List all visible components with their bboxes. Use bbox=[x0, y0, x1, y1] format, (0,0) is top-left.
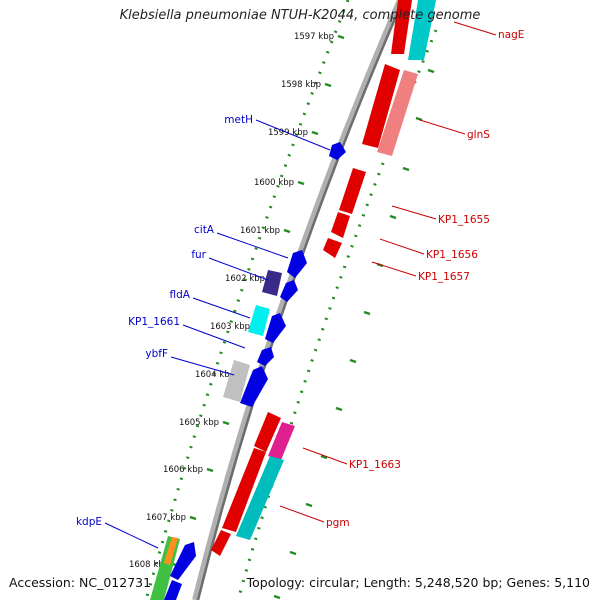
reverse-gene-label[interactable]: KP1_1657 bbox=[418, 271, 470, 283]
reverse-gene-labels: nagE glnS KP1_1655 KP1_1656 KP1_1657 KP1_1663… bbox=[279, 21, 524, 529]
gene-nagE-shape[interactable] bbox=[391, 0, 412, 54]
gene-KP1_1663-cds[interactable] bbox=[268, 422, 295, 460]
gene-ybfF-shape[interactable] bbox=[223, 360, 250, 402]
gene-KP1_1655-shape[interactable] bbox=[339, 168, 366, 214]
kbp-tick-label: 1605 kbp bbox=[179, 418, 219, 428]
genome-backbone bbox=[192, 0, 403, 601]
kbp-tick-label: 1597 kbp bbox=[294, 32, 334, 42]
gene-label-leader bbox=[182, 324, 246, 349]
gene-label-leader bbox=[104, 522, 159, 549]
kbp-tick-label: 1607 kbp bbox=[146, 513, 186, 523]
gene-cds-cyan-top[interactable] bbox=[408, 0, 436, 60]
gene-metH-shape[interactable] bbox=[329, 142, 346, 160]
kbp-tick-mark bbox=[222, 420, 230, 426]
gene-label-leader bbox=[216, 232, 289, 259]
kbp-tick-label: 1598 kbp bbox=[281, 80, 321, 90]
kbp-tick-mark bbox=[297, 180, 305, 186]
kbp-tick-mark bbox=[206, 467, 214, 473]
gene-label-leader bbox=[208, 257, 269, 281]
outer-tick-mark bbox=[427, 68, 435, 74]
outer-tick-mark bbox=[273, 594, 281, 600]
forward-gene-label[interactable]: kdpE bbox=[76, 516, 102, 528]
gene-kdpE-orange[interactable] bbox=[164, 537, 178, 565]
gene-label-leader bbox=[371, 261, 417, 277]
forward-gene-labels: metH citA fur fldA KP1_1661 ybfF kdpE bbox=[76, 114, 331, 549]
kbp-tick-label: 1603 kbp bbox=[210, 322, 250, 332]
kbp-tick-label: 1608 kbp bbox=[129, 560, 169, 570]
gene-pgm-cds[interactable] bbox=[236, 456, 284, 540]
kbp-tick-mark bbox=[337, 34, 345, 40]
outer-tick-mark bbox=[305, 502, 313, 508]
reverse-gene-label[interactable]: KP1_1663 bbox=[349, 459, 401, 471]
reverse-strand-features bbox=[211, 0, 436, 556]
kbp-tick-mark bbox=[324, 82, 332, 88]
kbp-tick-label: 1601 kbp bbox=[240, 226, 280, 236]
gene-red-bottom[interactable] bbox=[211, 530, 231, 556]
kbp-tick-label: 1604 kbp bbox=[195, 370, 235, 380]
gene-forward-bottom[interactable] bbox=[164, 580, 182, 600]
outer-tick-mark bbox=[389, 214, 397, 220]
reverse-gene-label[interactable]: nagE bbox=[498, 29, 524, 41]
gene-citA-shape[interactable] bbox=[287, 250, 307, 278]
gene-label-leader bbox=[391, 205, 437, 220]
map-title: Klebsiella pneumoniae NTUH-K2044, comple… bbox=[119, 8, 481, 23]
outer-tick-mark bbox=[415, 116, 423, 122]
gene-fur-arrow[interactable] bbox=[280, 280, 298, 302]
gene-fur-shape[interactable] bbox=[262, 270, 282, 296]
forward-gene-label[interactable]: fldA bbox=[170, 289, 191, 301]
gene-label-leader bbox=[453, 21, 497, 36]
outer-tick-mark bbox=[335, 406, 343, 412]
outer-tick-mark bbox=[363, 310, 371, 316]
outer-tick-mark bbox=[320, 454, 328, 460]
kbp-tick-label: 1606 kbp bbox=[163, 465, 203, 475]
kbp-tick-mark bbox=[283, 228, 291, 234]
kbp-tick-mark bbox=[189, 515, 197, 521]
forward-gene-label[interactable]: fur bbox=[191, 249, 206, 261]
forward-gene-label[interactable]: ybfF bbox=[145, 348, 168, 360]
reverse-gene-label[interactable]: KP1_1656 bbox=[426, 249, 478, 261]
reverse-gene-label[interactable]: KP1_1655 bbox=[438, 214, 490, 226]
forward-gene-label[interactable]: metH bbox=[224, 114, 253, 126]
gene-KP1_1657-shape[interactable] bbox=[323, 238, 342, 258]
outer-tick-mark bbox=[349, 358, 357, 364]
gene-pgm-shape[interactable] bbox=[222, 448, 266, 532]
gene-label-leader bbox=[170, 356, 235, 376]
kbp-tick-label: 1600 kbp bbox=[254, 178, 294, 188]
reverse-gene-label[interactable]: glnS bbox=[467, 129, 490, 141]
kbp-tick-label: 1602 kbp bbox=[225, 274, 265, 284]
gene-fldA-shape[interactable] bbox=[248, 305, 270, 336]
accession-text: Accession: NC_012731 bbox=[9, 575, 152, 590]
gene-KP1_1661-shape[interactable] bbox=[257, 347, 274, 366]
gene-label-leader bbox=[192, 297, 251, 319]
kbp-ticks bbox=[172, 34, 435, 600]
gene-kdpE-arrow[interactable] bbox=[170, 542, 196, 580]
forward-gene-label[interactable]: citA bbox=[194, 224, 215, 236]
reverse-gene-label[interactable]: pgm bbox=[326, 517, 350, 529]
gene-label-leader bbox=[279, 505, 325, 523]
gene-fldA-arrow[interactable] bbox=[265, 313, 286, 343]
outer-tick-mark bbox=[402, 166, 410, 172]
gene-KP1_1656-shape[interactable] bbox=[331, 212, 350, 238]
genome-backbone-inner bbox=[196, 0, 405, 601]
gene-glnS-cds[interactable] bbox=[377, 70, 418, 156]
gene-glnS-shape[interactable] bbox=[362, 64, 400, 148]
genome-summary-text: Topology: circular; Length: 5,248,520 bp… bbox=[246, 575, 590, 590]
outer-guide-arc-left bbox=[144, 0, 350, 601]
gene-label-leader bbox=[255, 119, 331, 151]
forward-gene-label[interactable]: KP1_1661 bbox=[128, 316, 180, 328]
gene-label-leader bbox=[379, 238, 425, 255]
gene-KP1_1663-shape[interactable] bbox=[254, 412, 281, 452]
gene-label-leader bbox=[419, 119, 466, 135]
outer-tick-mark bbox=[289, 550, 297, 556]
kbp-tick-mark bbox=[311, 130, 319, 136]
gene-ybfF-arrow[interactable] bbox=[240, 366, 268, 407]
forward-strand-features bbox=[150, 142, 346, 600]
gene-label-leader bbox=[302, 447, 348, 465]
